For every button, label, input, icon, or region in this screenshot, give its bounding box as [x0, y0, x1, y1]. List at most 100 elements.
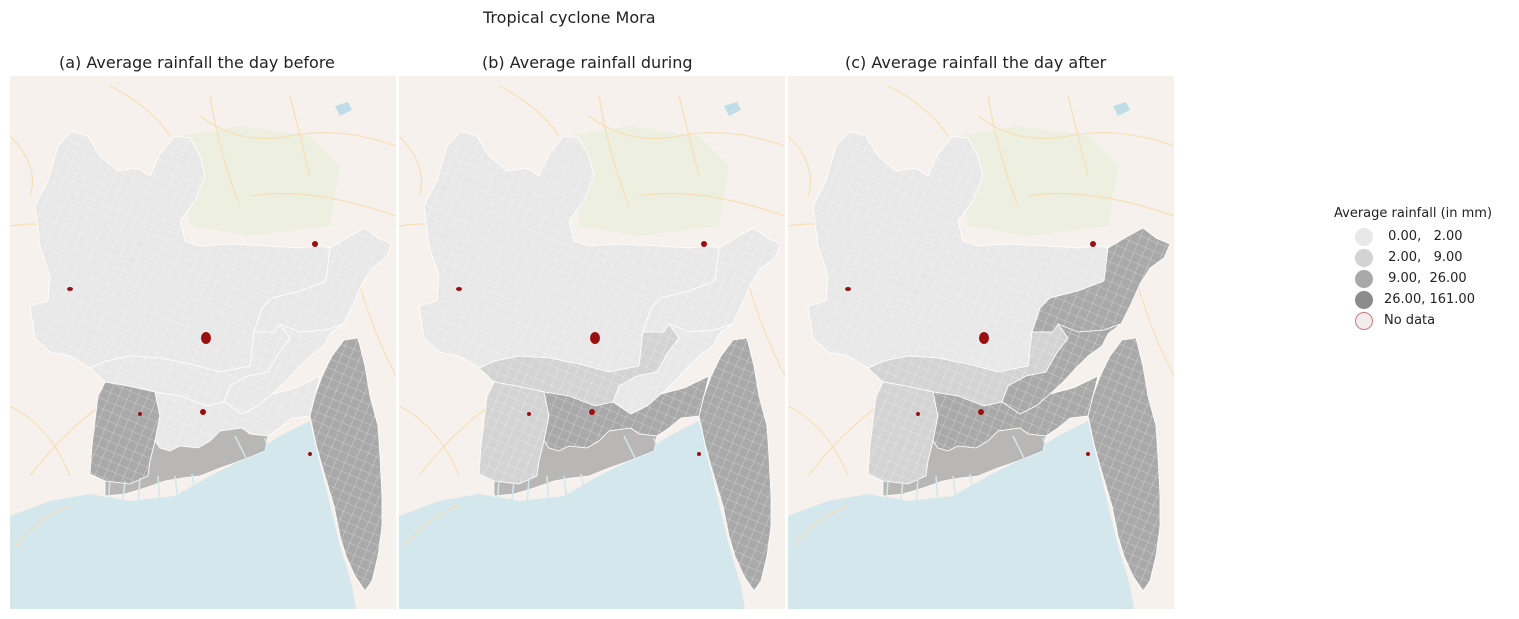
legend-item-0: 0.00, 2.00	[1334, 226, 1514, 247]
no-data-patch-3	[200, 409, 206, 415]
map-svg	[10, 76, 396, 609]
region-southeast-boundaries	[310, 338, 382, 591]
road-1	[399, 405, 460, 477]
channel-2	[915, 477, 919, 507]
channel-2	[526, 477, 530, 507]
region-centre-boundaries	[479, 324, 679, 406]
map-panel-during	[399, 76, 785, 609]
road-8	[792, 505, 849, 547]
coastal-channels	[107, 435, 273, 509]
map-svg	[788, 76, 1174, 609]
legend-swatch-0	[1355, 227, 1373, 246]
no-data-patch-0	[590, 332, 600, 344]
region-southwest-boundaries	[868, 382, 938, 484]
road-4	[638, 192, 785, 217]
road-6	[359, 285, 396, 377]
basemap-vegetation	[569, 126, 729, 236]
channel-6	[623, 435, 640, 467]
region-southeast-boundaries	[1088, 338, 1160, 591]
region-sundarbans	[882, 427, 1047, 497]
coastal-channels	[496, 435, 662, 509]
no-data-patch-2	[456, 287, 462, 291]
legend-item-1: 2.00, 9.00	[1334, 247, 1514, 268]
channel-1	[121, 480, 126, 509]
channel-0	[107, 480, 111, 507]
legend-title: Average rainfall (in mm)	[1334, 206, 1493, 221]
road-5	[209, 95, 241, 207]
bay-of-bengal	[788, 421, 1134, 609]
road-10	[887, 85, 949, 137]
no-data-patch-1	[1090, 241, 1096, 247]
channel-4	[952, 475, 957, 502]
no-data-patch-4	[527, 412, 531, 416]
no-data-patch-2	[67, 287, 73, 291]
road-5	[987, 95, 1019, 207]
basemap-vegetation	[180, 126, 340, 236]
map-panel-before	[10, 76, 396, 609]
channel-4	[174, 475, 179, 502]
region-delta-boundaries	[933, 376, 1098, 451]
road-8	[403, 505, 460, 547]
map-panel-after	[788, 76, 1174, 609]
no-data-patch-5	[697, 452, 701, 456]
lake	[335, 102, 352, 116]
panel-c-title: (c) Average rainfall the day after	[845, 53, 1107, 72]
legend-label-1: 2.00, 9.00	[1384, 250, 1463, 265]
no-data-patch-1	[312, 241, 318, 247]
road-6	[748, 285, 785, 377]
channel-6	[234, 435, 251, 467]
road-10	[109, 85, 171, 137]
channel-3	[935, 475, 939, 505]
road-4	[249, 192, 396, 217]
legend-label-0: 0.00, 2.00	[1384, 229, 1463, 244]
road-2	[418, 405, 490, 477]
region-sylhet-boundaries	[643, 228, 781, 332]
region-southwest-boundaries	[479, 382, 549, 484]
legend-label-nodata: No data	[1384, 313, 1436, 328]
channel-7	[264, 437, 273, 462]
region-north-boundaries	[419, 131, 719, 372]
no-data-patch-3	[589, 409, 595, 415]
channel-5	[969, 473, 975, 497]
panel-a-title: (a) Average rainfall the day before	[59, 53, 335, 72]
road-9	[289, 95, 311, 177]
bay-of-bengal	[10, 421, 356, 609]
road-8	[14, 505, 71, 547]
channel-7	[653, 437, 662, 462]
channel-3	[546, 475, 550, 505]
legend-label-3: 26.00, 161.00	[1384, 292, 1475, 307]
no-data-patch-2	[845, 287, 851, 291]
channel-7	[1042, 437, 1051, 462]
no-data-areas	[456, 241, 707, 456]
no-data-patch-3	[978, 409, 984, 415]
no-data-patch-4	[138, 412, 142, 416]
road-2	[807, 405, 879, 477]
channel-5	[191, 473, 197, 497]
road-2	[29, 405, 101, 477]
no-data-areas	[67, 241, 318, 456]
no-data-patch-5	[1086, 452, 1090, 456]
no-data-patch-1	[701, 241, 707, 247]
region-sylhet-boundaries	[254, 228, 392, 332]
road-1	[10, 405, 71, 477]
road-1	[788, 405, 849, 477]
bay-of-bengal	[399, 421, 745, 609]
region-north-boundaries	[30, 131, 330, 372]
region-sundarbans	[104, 427, 269, 497]
region-sylhet-boundaries	[1032, 228, 1170, 332]
road-5	[598, 95, 630, 207]
road-4	[1027, 192, 1174, 217]
region-delta-boundaries	[155, 376, 320, 451]
legend-item-2: 9.00, 26.00	[1334, 268, 1514, 289]
channel-5	[580, 473, 586, 497]
no-data-patch-0	[979, 332, 989, 344]
legend-swatch-1	[1355, 248, 1373, 267]
channel-6	[1012, 435, 1029, 467]
road-3	[199, 115, 396, 147]
channel-1	[510, 480, 515, 509]
legend-swatch-nodata	[1355, 311, 1373, 330]
channel-1	[899, 480, 904, 509]
lake	[724, 102, 741, 116]
road-10	[498, 85, 560, 137]
channel-0	[885, 480, 889, 507]
